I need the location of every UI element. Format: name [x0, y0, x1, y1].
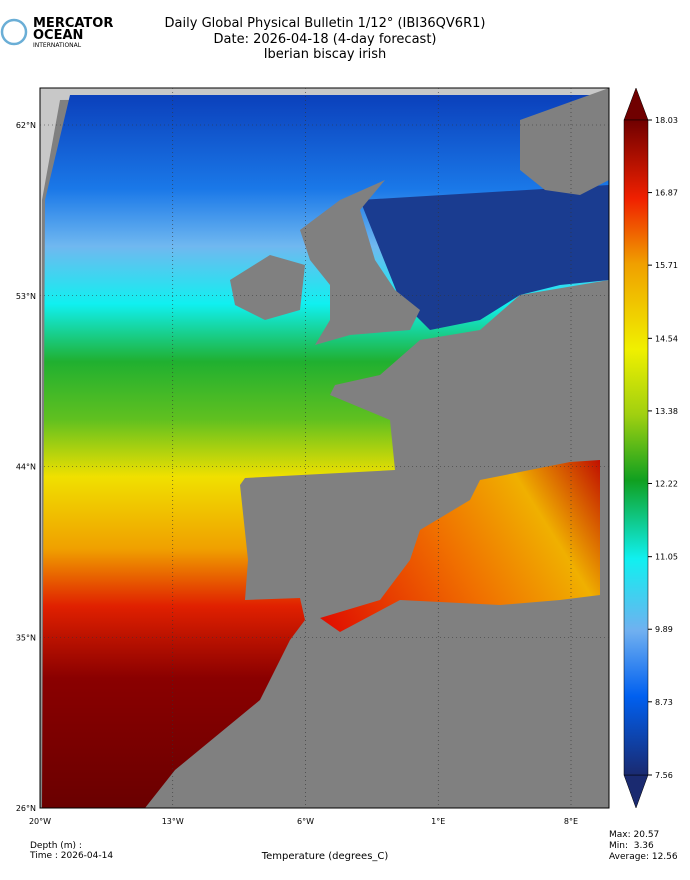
- colorbar-tick-label: 13.38: [655, 407, 678, 416]
- lon-label: 13°W: [162, 817, 184, 826]
- logo-text: INTERNATIONAL: [33, 42, 82, 49]
- colorbar-tick-label: 9.89: [655, 625, 673, 634]
- logo-text: MERCATOR: [33, 16, 113, 31]
- scandinavia: [520, 88, 609, 195]
- colorbar-cap: [623, 87, 649, 121]
- colorbar-tick-label: 11.05: [655, 553, 678, 562]
- colorbar-tick-label: 7.56: [655, 771, 673, 780]
- date: Date: 2026-04-18 (4-day forecast): [214, 32, 437, 47]
- colorbar-tick-label: 15.71: [655, 261, 678, 270]
- britain: [300, 180, 420, 345]
- ireland: [230, 255, 305, 320]
- lon-label: 20°W: [29, 817, 51, 826]
- colorbar-tick-label: 16.87: [655, 189, 678, 198]
- colorbar-body: [623, 119, 649, 776]
- stat: Min: 3.36: [609, 841, 654, 851]
- north-sea: [360, 185, 609, 330]
- lon-label: 1°E: [431, 817, 445, 826]
- title: Daily Global Physical Bulletin 1/12° (IB…: [165, 16, 486, 31]
- depth: Depth (m) :: [30, 841, 82, 851]
- map-frame: [39, 87, 610, 809]
- lat-label: 44°N: [16, 463, 36, 472]
- stat: Average: 12.56: [609, 852, 678, 862]
- colorbar-label: Temperature (degrees_C): [261, 851, 389, 862]
- stat: Max: 20.57: [609, 830, 659, 840]
- logo: MERCATOR OCEAN INTERNATIONAL: [0, 16, 113, 49]
- colorbar: [623, 87, 649, 809]
- mediterranean: [320, 460, 600, 632]
- lon-label: 6°W: [297, 817, 314, 826]
- lat-label: 35°N: [16, 633, 36, 642]
- colorbar-tick-label: 8.73: [655, 698, 673, 707]
- colorbar-tick-label: 14.54: [655, 334, 678, 343]
- region: Iberian biscay irish: [264, 47, 387, 62]
- colorbar-tick-label: 18.03: [655, 116, 678, 125]
- time: Time : 2026-04-14: [29, 851, 113, 861]
- colorbar-cap: [623, 774, 649, 809]
- lat-label: 26°N: [16, 804, 36, 813]
- lat-label: 53°N: [16, 292, 36, 301]
- colorbar-tick-label: 12.22: [655, 479, 678, 488]
- lat-label: 62°N: [16, 121, 36, 130]
- logo-text: OCEAN: [33, 28, 83, 43]
- map: [39, 87, 610, 809]
- logo-icon: [0, 18, 28, 46]
- lon-label: 8°E: [564, 817, 578, 826]
